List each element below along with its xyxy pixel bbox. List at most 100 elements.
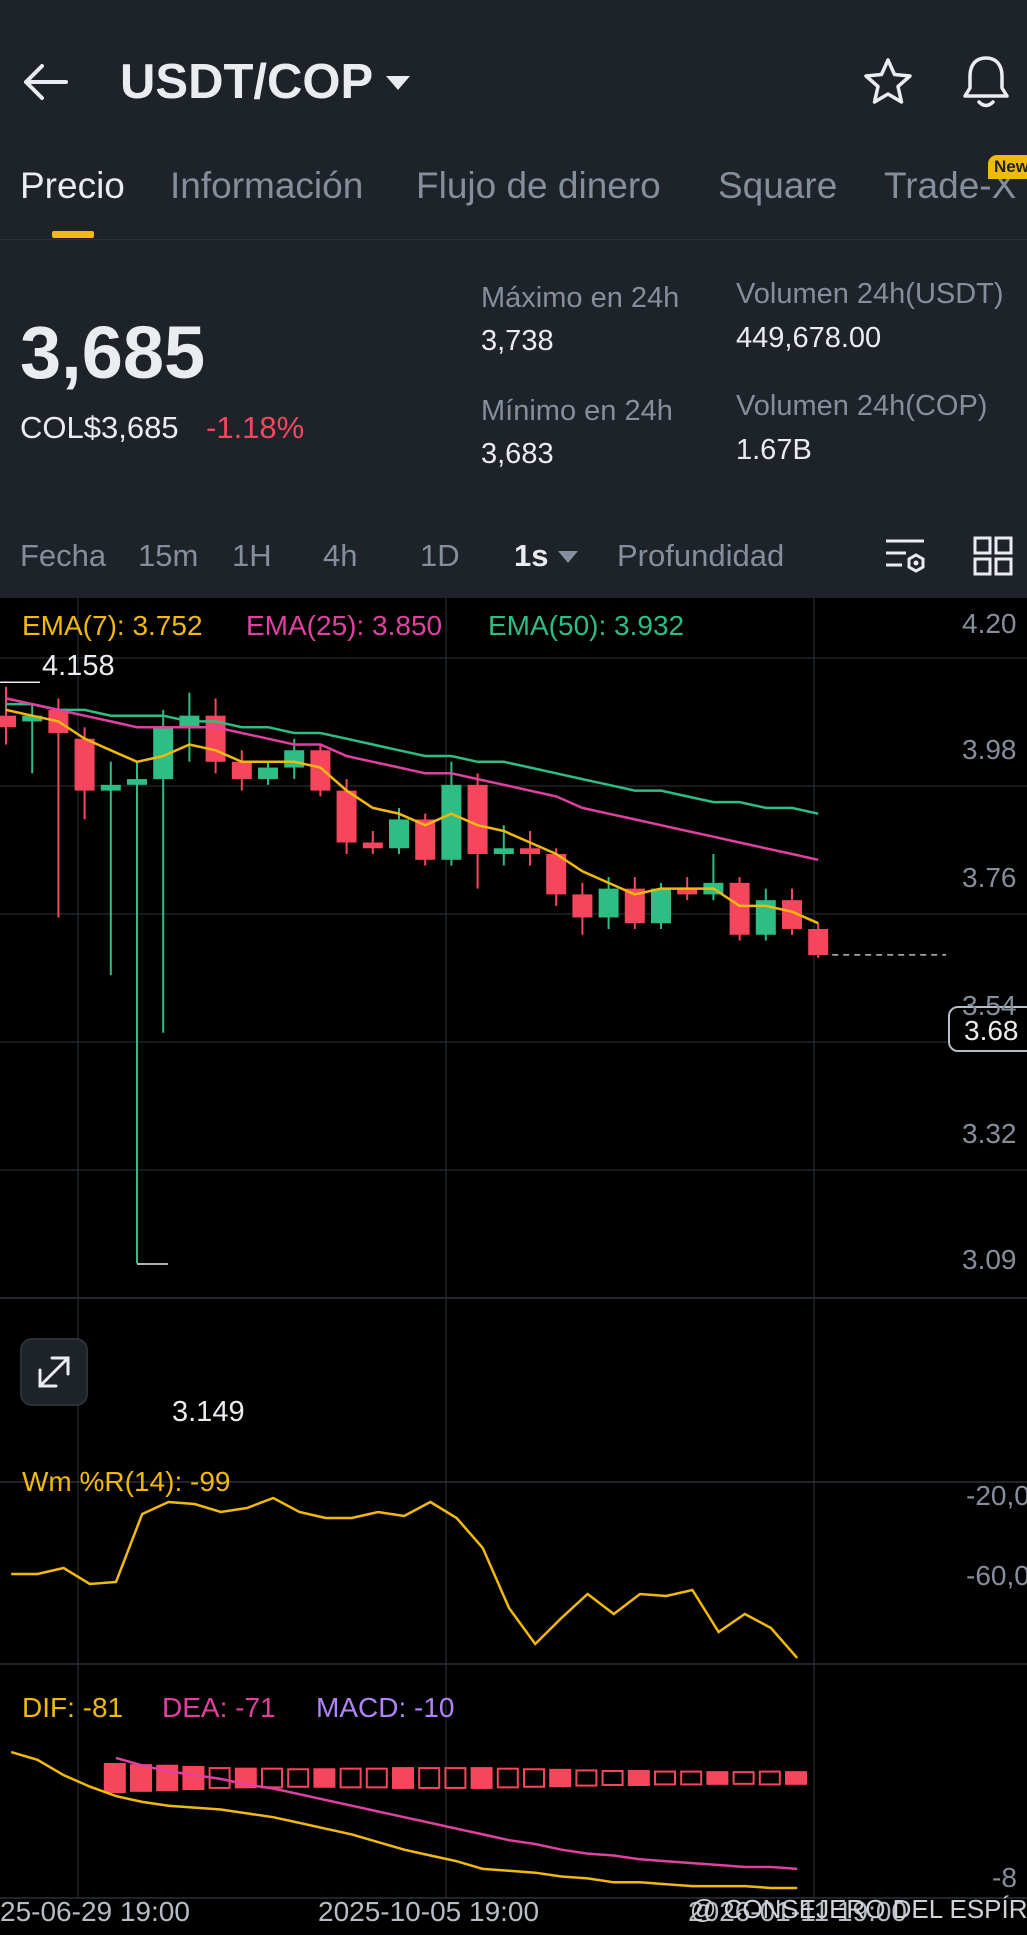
macd-histogram-bar <box>339 1767 362 1789</box>
high-marker-label: 4.158 <box>42 650 115 682</box>
new-badge: New <box>988 155 1027 179</box>
candle-body <box>520 848 540 855</box>
candle-body <box>546 854 567 895</box>
candle-body <box>127 779 147 785</box>
volume-usdt-label: Volumen 24h(USDT) <box>736 278 1004 310</box>
interval-1s[interactable]: 1s <box>514 538 549 573</box>
macd-label: MACD: -10 <box>316 1692 455 1723</box>
macd-histogram-bar <box>601 1770 624 1786</box>
macd-histogram-bar <box>680 1770 703 1786</box>
candle-body <box>74 738 95 791</box>
macd-histogram-bar <box>470 1767 493 1789</box>
candle-body <box>231 761 252 780</box>
volume-usdt-value: 449,678.00 <box>736 322 882 354</box>
candle-body <box>467 784 488 855</box>
candle-body <box>258 767 278 780</box>
macd-histogram-bar <box>627 1770 650 1786</box>
header: USDT/COP Precio Información Flujo de din… <box>0 0 1027 240</box>
candle-body <box>0 715 16 728</box>
star-icon[interactable] <box>862 56 914 108</box>
dif-line <box>10 1750 798 1890</box>
x-tick-label: 2025-10-05 19:00 <box>318 1896 540 1927</box>
depth-tab[interactable]: Profundidad <box>617 538 785 573</box>
interval-1h[interactable]: 1H <box>232 538 272 573</box>
tab-bar: Precio Información Flujo de dinero Squar… <box>0 155 1027 238</box>
caret-down-icon[interactable] <box>384 73 412 93</box>
macd-histogram-bar <box>444 1767 467 1789</box>
candle-body <box>598 888 619 918</box>
macd-histogram-bar <box>365 1767 388 1789</box>
price-stats: 3,685 COL$3,685 -1.18% Máximo en 24h 3,7… <box>0 240 1027 530</box>
macd-histogram-bar <box>103 1763 126 1793</box>
y-tick-label: 3.76 <box>962 862 1017 893</box>
back-arrow-icon[interactable] <box>22 62 68 102</box>
ema25-legend: EMA(25): 3.850 <box>246 610 443 641</box>
expand-chart-button[interactable] <box>20 1338 88 1406</box>
interval-1d[interactable]: 1D <box>420 538 460 573</box>
macd-tick-label: -8 <box>992 1862 1017 1893</box>
candle-body <box>624 888 645 924</box>
macd-histogram-bar <box>182 1765 205 1791</box>
candle-body <box>362 842 383 849</box>
fiat-price: COL$3,685 <box>20 410 179 445</box>
high-24h-value: 3,738 <box>481 325 554 357</box>
ema25-line <box>5 697 819 862</box>
high-24h-label: Máximo en 24h <box>481 282 680 314</box>
caret-down-icon[interactable] <box>557 550 579 564</box>
y-tick-label: 3.09 <box>962 1244 1017 1275</box>
ema50-legend: EMA(50): 3.932 <box>488 610 685 641</box>
candle-body <box>808 928 829 955</box>
interval-fecha[interactable]: Fecha <box>20 538 107 573</box>
macd-histogram-bar <box>785 1771 807 1785</box>
candle-body <box>572 894 593 918</box>
user-watermark: @ CONSEJERO DEL ESPÍRI... <box>690 1894 1027 1924</box>
volume-cop-label: Volumen 24h(COP) <box>736 390 988 422</box>
volume-cop-value: 1.67B <box>736 434 812 466</box>
tab-informacion[interactable]: Información <box>170 165 364 206</box>
candle-body <box>310 750 331 791</box>
indicator-settings-icon[interactable] <box>884 535 926 577</box>
low-24h-value: 3,683 <box>481 438 554 470</box>
y-tick-label: 3.32 <box>962 1118 1017 1149</box>
dif-label: DIF: -81 <box>22 1692 124 1723</box>
wr-tick-label: -20,0 <box>966 1480 1027 1511</box>
macd-histogram-bar <box>418 1767 441 1789</box>
price-change: -1.18% <box>206 410 305 445</box>
macd-histogram-bar <box>287 1768 310 1788</box>
x-tick-label: 2026-01-11 19:00 <box>688 1896 907 1927</box>
x-tick-label: 25-06-29 19:00 <box>0 1896 190 1927</box>
interval-4h[interactable]: 4h <box>323 538 358 573</box>
last-price: 3,685 <box>20 311 206 394</box>
candlestick-chart[interactable] <box>0 598 1027 1935</box>
macd-histogram-bar <box>261 1767 283 1789</box>
active-tab-indicator <box>52 231 94 238</box>
macd-histogram-bar <box>523 1768 545 1788</box>
grid-layout-icon[interactable] <box>972 535 1014 577</box>
tab-flujo-de-dinero[interactable]: Flujo de dinero <box>416 165 661 206</box>
bell-icon[interactable] <box>960 54 1012 110</box>
interval-15m[interactable]: 15m <box>138 538 199 573</box>
candle-body <box>441 784 462 860</box>
candle-body <box>677 888 698 895</box>
low-24h-label: Mínimo en 24h <box>481 395 673 427</box>
pair-title[interactable]: USDT/COP <box>120 55 374 109</box>
macd-histogram-bar <box>313 1768 336 1788</box>
tab-precio[interactable]: Precio <box>20 165 125 206</box>
candle-body <box>651 888 671 924</box>
macd-histogram-bar <box>732 1771 755 1785</box>
macd-histogram-bar <box>575 1769 598 1787</box>
expand-icon <box>38 1356 70 1388</box>
top-bar: USDT/COP <box>0 40 1027 125</box>
williams-r-line <box>11 1496 799 1659</box>
candle-body <box>22 715 43 722</box>
tab-square[interactable]: Square <box>718 165 838 206</box>
chart-area[interactable]: EMA(7): 3.752 EMA(25): 3.850 EMA(50): 3.… <box>0 598 1027 1935</box>
wr-tick-label: -60,0 <box>966 1560 1027 1591</box>
macd-histogram-bar <box>758 1770 781 1786</box>
macd-histogram-bar <box>496 1767 519 1789</box>
ema50-line <box>6 702 819 815</box>
low-marker-label: 3.149 <box>172 1396 245 1428</box>
macd-histogram-bar <box>654 1770 676 1786</box>
candle-body <box>336 790 357 843</box>
candle-body <box>782 900 802 929</box>
